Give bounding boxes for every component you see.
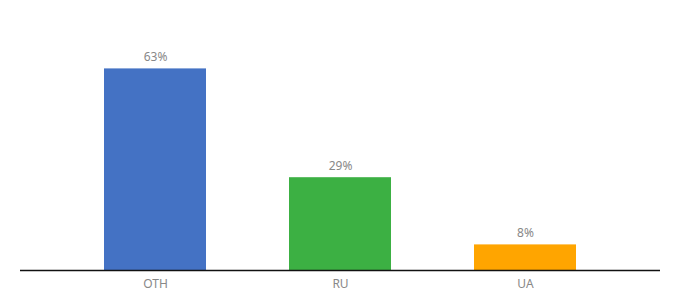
svg-text:UA: UA xyxy=(517,275,534,292)
svg-text:OTH: OTH xyxy=(143,275,168,292)
svg-text:RU: RU xyxy=(332,275,348,292)
svg-text:8%: 8% xyxy=(517,224,534,241)
svg-text:29%: 29% xyxy=(329,157,353,174)
svg-text:63%: 63% xyxy=(144,48,168,65)
